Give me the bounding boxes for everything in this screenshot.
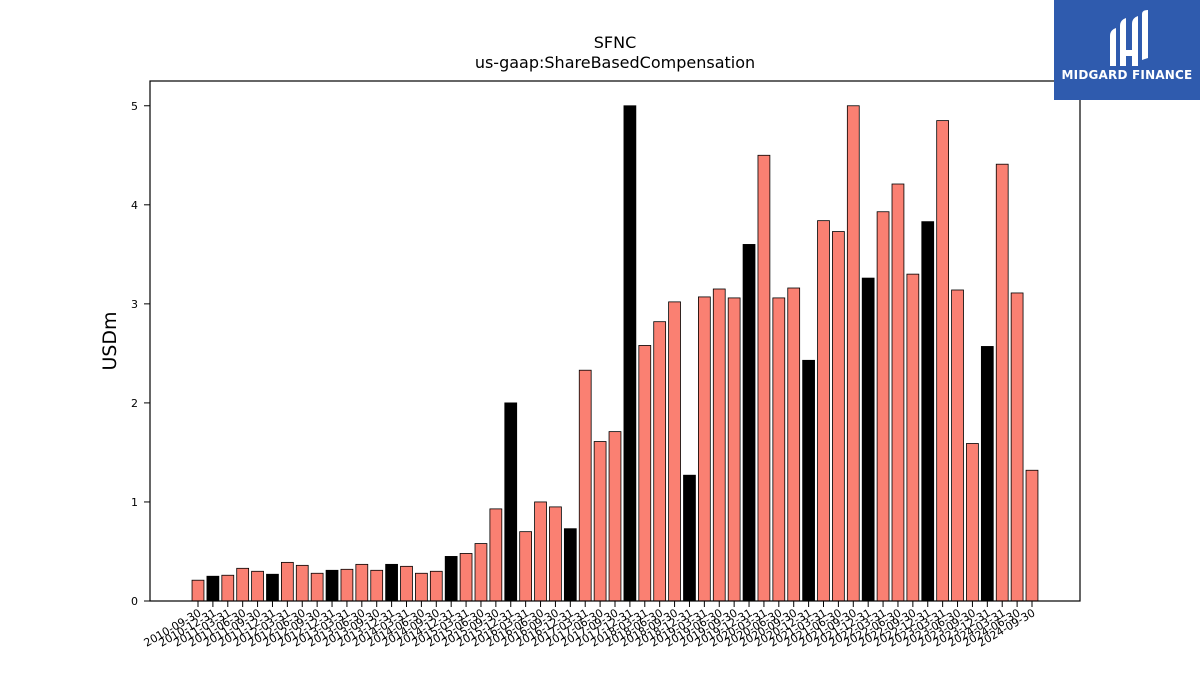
bar-2024-03-31 [995, 163, 1009, 602]
y-tick-label-1: 1 [131, 496, 138, 509]
bar-2024-06-30 [1010, 292, 1024, 602]
bar-2022-12-31 [921, 221, 935, 602]
y-axis: 0 1 2 3 4 5 [131, 100, 150, 608]
bar-2013-03-31 [340, 568, 354, 602]
bar-2018-06-30 [653, 321, 667, 602]
x-axis: 2010-09-302010-12-312011-03-312011-06-30… [142, 601, 1038, 650]
bar-2015-12-31 [504, 402, 518, 602]
chart-title: SFNC [594, 33, 637, 52]
bar-2011-06-30 [236, 567, 250, 602]
bar-2023-03-31 [936, 120, 950, 602]
bar-2023-09-30 [966, 443, 979, 602]
bar-2015-03-31 [459, 553, 473, 602]
brand-logo: MIDGARD FINANCE [1054, 0, 1200, 100]
bar-2010-09-30 [191, 579, 205, 602]
bar-2013-12-31 [385, 563, 398, 602]
bar-2014-12-31 [444, 556, 458, 602]
bar-2019-03-31 [698, 296, 711, 602]
bar-2015-06-30 [474, 543, 488, 602]
y-tick-label-0: 0 [131, 595, 138, 608]
bar-2017-12-31 [623, 105, 637, 602]
bar-2020-06-30 [772, 297, 786, 602]
y-tick-label-5: 5 [131, 100, 138, 113]
bar-2020-09-30 [787, 287, 801, 602]
bar-2014-06-30 [415, 572, 428, 602]
y-axis-label: USDm [99, 311, 121, 370]
bar-2016-06-30 [534, 501, 547, 602]
bar-2019-09-30 [727, 297, 741, 602]
bar-2014-09-30 [429, 570, 443, 602]
bar-2021-06-30 [832, 231, 845, 602]
bar-2011-03-31 [221, 574, 235, 602]
midgard-logo-icon [1110, 10, 1148, 66]
bar-2021-09-30 [846, 105, 860, 602]
bar-2018-09-30 [668, 301, 681, 602]
bar-2012-09-30 [310, 572, 324, 602]
bar-2022-09-30 [906, 273, 920, 602]
bar-2012-06-30 [295, 564, 309, 602]
bar-2013-09-30 [370, 569, 384, 602]
bar-2021-12-31 [861, 277, 875, 602]
bar-2018-03-31 [638, 345, 652, 602]
y-tick-label-4: 4 [131, 199, 138, 212]
bar-2015-09-30 [489, 508, 503, 602]
bar-2011-09-30 [251, 570, 264, 602]
bar-2022-06-30 [891, 183, 905, 602]
bar-2021-03-31 [817, 220, 830, 602]
chart-subtitle: us-gaap:ShareBasedCompensation [475, 53, 755, 72]
bar-2017-09-30 [608, 431, 622, 602]
bar-2016-03-31 [519, 531, 533, 602]
bars-group [191, 105, 1039, 602]
bar-2016-09-30 [549, 506, 562, 602]
bar-2019-06-30 [712, 288, 726, 602]
bar-2013-06-30 [355, 563, 369, 602]
bar-2023-06-30 [951, 289, 964, 602]
bar-2023-12-31 [980, 346, 994, 602]
brand-name: MIDGARD FINANCE [1061, 68, 1193, 82]
bar-2020-03-31 [757, 154, 771, 602]
bar-2012-03-31 [280, 561, 294, 602]
bar-2017-03-31 [578, 369, 592, 602]
bar-2022-03-31 [876, 211, 890, 602]
bar-2016-12-31 [563, 528, 577, 602]
bar-2019-12-31 [742, 244, 756, 602]
bar-2018-12-31 [683, 474, 696, 602]
y-tick-label-3: 3 [131, 298, 138, 311]
bar-2010-12-31 [206, 575, 220, 602]
bar-2011-12-31 [266, 573, 279, 602]
bar-2017-06-30 [593, 441, 607, 602]
plot-frame [149, 80, 1081, 602]
bar-2024-09-30 [1025, 469, 1039, 602]
bar-2014-03-31 [400, 565, 413, 602]
bar-2012-12-31 [325, 569, 339, 602]
y-tick-label-2: 2 [131, 397, 138, 410]
bar-2020-12-31 [802, 359, 815, 602]
